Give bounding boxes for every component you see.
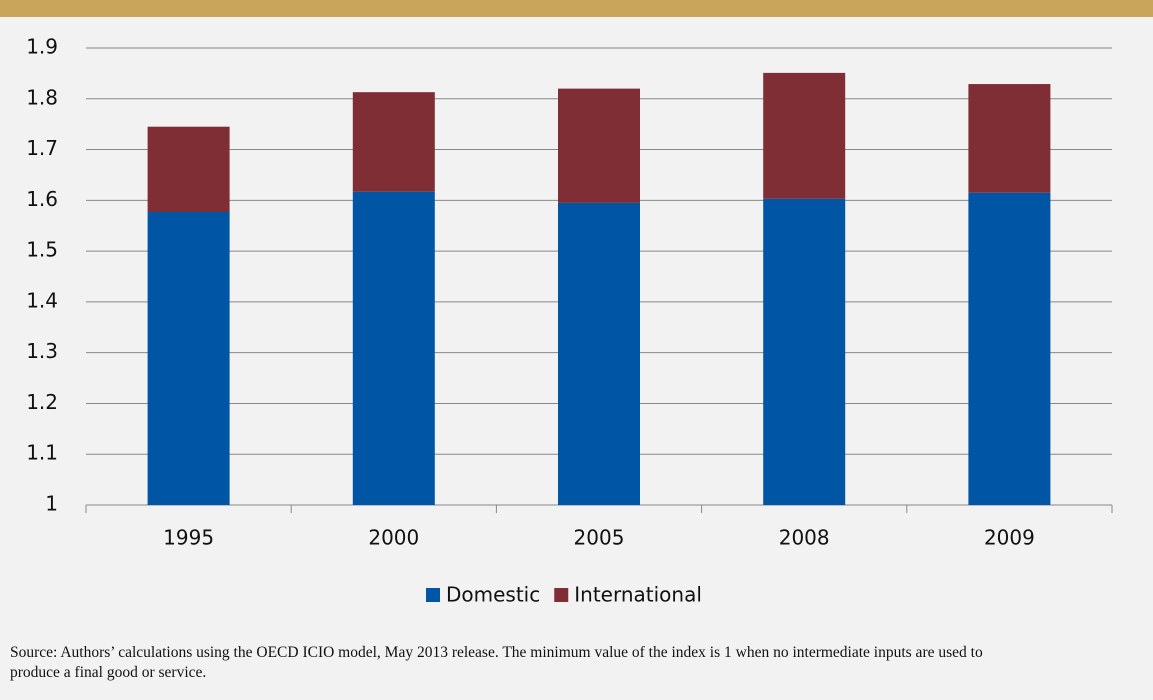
y-tick-label: 1.4 — [26, 288, 58, 312]
legend-label: International — [574, 583, 702, 607]
page: 1 1.1 1.2 1.3 1.4 1.5 1.6 1.7 1.8 1.9 1995 2000 2005… — [0, 0, 1153, 681]
x-tick-label: 2008 — [779, 526, 830, 550]
bar-segment — [352, 191, 435, 505]
bar-segment — [968, 192, 1051, 505]
y-tick-label: 1.8 — [26, 85, 58, 109]
bar-segment — [147, 212, 230, 506]
x-tick-label: 2000 — [368, 526, 419, 550]
y-tick-label: 1.7 — [26, 136, 58, 160]
bar-segment — [558, 88, 640, 203]
header-band — [0, 0, 1153, 17]
x-tick-label: 1995 — [163, 526, 214, 550]
y-tick-label: 1.2 — [26, 390, 58, 414]
y-tick-label: 1.5 — [26, 238, 58, 262]
source-note: Source: Authors’ calculations using the … — [10, 644, 983, 681]
y-tick-label: 1.6 — [26, 187, 58, 211]
y-tick-label: 1.9 — [26, 35, 58, 59]
bar-segment — [147, 126, 230, 213]
legend-swatch — [554, 588, 569, 602]
x-tick-label: 2005 — [574, 526, 625, 550]
bar-segment — [968, 84, 1051, 193]
bar-segment — [558, 202, 640, 505]
bar-segment — [763, 198, 846, 505]
y-tick-label: 1.3 — [26, 339, 58, 363]
y-tick-label: 1 — [45, 492, 58, 516]
legend-label: Domestic — [446, 583, 540, 607]
legend-swatch — [426, 588, 440, 602]
bar-segment — [352, 92, 435, 192]
chart: 1 1.1 1.2 1.3 1.4 1.5 1.6 1.7 1.8 1.9 1995 2000 2005… — [0, 0, 1153, 607]
y-tick-label: 1.1 — [26, 441, 58, 465]
x-tick-label: 2009 — [984, 526, 1035, 550]
bar-segment — [763, 72, 846, 199]
